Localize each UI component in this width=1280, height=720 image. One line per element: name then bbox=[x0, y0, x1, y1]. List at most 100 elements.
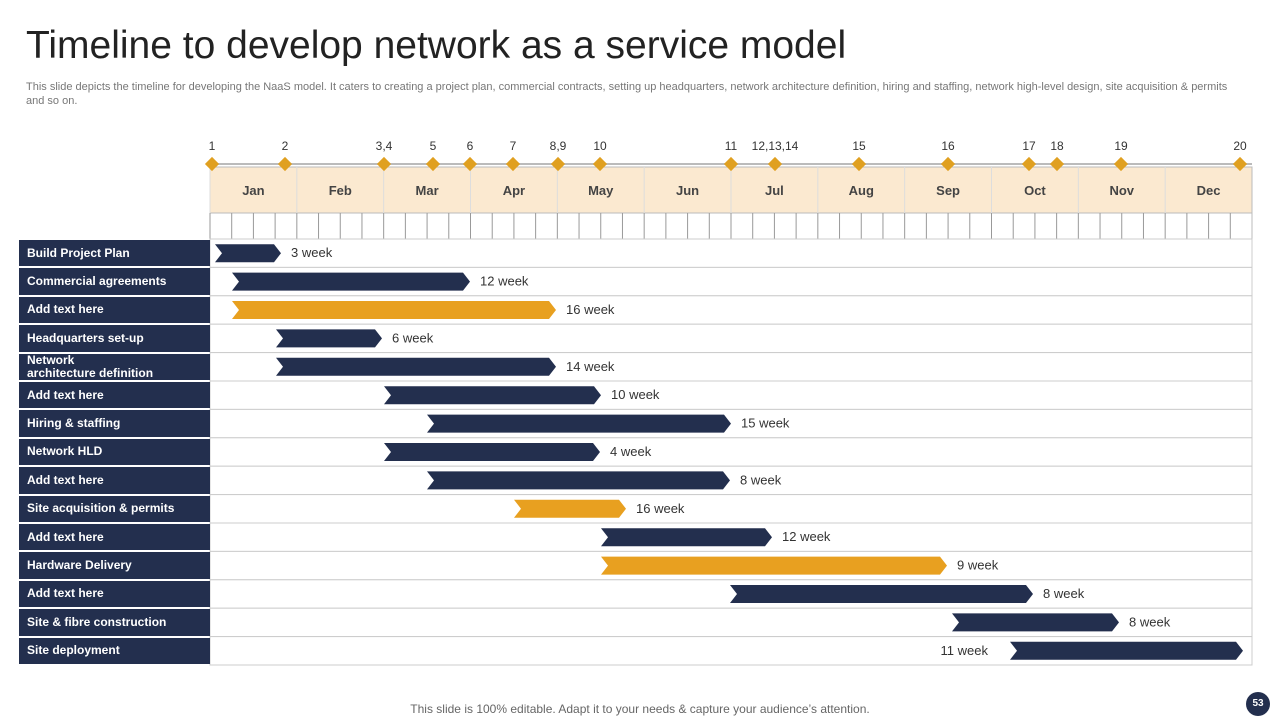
task-bar bbox=[276, 329, 382, 348]
milestone-label: 19 bbox=[1114, 139, 1128, 153]
milestone-label: 3,4 bbox=[376, 139, 393, 153]
duration-label: 8 week bbox=[1129, 614, 1171, 629]
task-bar bbox=[1010, 641, 1243, 660]
duration-label: 12 week bbox=[782, 529, 831, 544]
month-label: Jul bbox=[765, 183, 784, 198]
milestone-diamond bbox=[376, 156, 392, 172]
task-label: Add text here bbox=[19, 467, 210, 494]
month-label: Aug bbox=[849, 183, 874, 198]
milestone-label: 1 bbox=[209, 139, 216, 153]
task-label: Add text here bbox=[19, 382, 210, 409]
milestone-label: 5 bbox=[430, 139, 437, 153]
milestone-diamond bbox=[767, 156, 783, 172]
task-label: Build Project Plan bbox=[19, 240, 210, 267]
footer-note: This slide is 100% editable. Adapt it to… bbox=[410, 702, 870, 716]
task-bar bbox=[232, 301, 556, 319]
task-label: Add text here bbox=[19, 296, 210, 324]
duration-label: 3 week bbox=[291, 245, 333, 260]
milestone-label: 18 bbox=[1050, 139, 1064, 153]
milestone-label: 20 bbox=[1233, 139, 1247, 153]
milestone-label: 12,13,14 bbox=[752, 139, 799, 153]
milestone-label: 10 bbox=[593, 139, 607, 153]
milestone-label: 2 bbox=[282, 139, 289, 153]
milestone-diamond bbox=[204, 156, 220, 172]
milestone-label: 16 bbox=[941, 139, 955, 153]
milestone-diamond bbox=[277, 156, 293, 172]
title: Timeline to develop network as a service… bbox=[26, 24, 847, 67]
milestone-diamond bbox=[940, 156, 956, 172]
duration-label: 8 week bbox=[740, 472, 782, 487]
milestone-diamond bbox=[1049, 156, 1065, 172]
task-bar bbox=[232, 272, 470, 291]
duration-label: 10 week bbox=[611, 387, 660, 402]
duration-label: 14 week bbox=[566, 359, 615, 374]
milestone-label: 17 bbox=[1022, 139, 1036, 153]
milestone-label: 8,9 bbox=[550, 139, 567, 153]
task-label: Hardware Delivery bbox=[19, 552, 210, 579]
duration-label: 11 week bbox=[941, 643, 989, 658]
milestone-diamond bbox=[462, 156, 478, 172]
task-label: Commercial agreements bbox=[19, 268, 210, 295]
task-label: Add text here bbox=[19, 524, 210, 551]
duration-label: 16 week bbox=[636, 501, 685, 516]
task-row bbox=[209, 579, 1253, 609]
month-label: Jun bbox=[676, 183, 699, 198]
task-row bbox=[209, 494, 1253, 524]
task-row bbox=[209, 380, 1253, 410]
duration-label: 16 week bbox=[566, 302, 615, 317]
task-bar bbox=[427, 471, 730, 490]
task-label: Hiring & staffing bbox=[19, 410, 210, 437]
milestone-diamond bbox=[1232, 156, 1248, 172]
task-row bbox=[209, 238, 1253, 268]
milestone-diamond bbox=[723, 156, 739, 172]
task-bar bbox=[730, 585, 1033, 603]
task-bar bbox=[276, 357, 556, 376]
task-label: Site & fibre construction bbox=[19, 609, 210, 636]
duration-label: 9 week bbox=[957, 558, 999, 573]
milestone-label: 6 bbox=[467, 139, 474, 153]
milestone-label: 11 bbox=[725, 139, 738, 153]
task-bar bbox=[601, 528, 772, 547]
task-bar bbox=[215, 244, 281, 263]
task-label: Site acquisition & permits bbox=[19, 495, 210, 522]
task-row bbox=[209, 437, 1253, 467]
task-row bbox=[209, 636, 1253, 666]
milestone-diamond bbox=[851, 156, 867, 172]
duration-label: 6 week bbox=[392, 330, 434, 345]
task-bar bbox=[384, 386, 601, 405]
milestone-label: 7 bbox=[510, 139, 517, 153]
month-label: Dec bbox=[1197, 183, 1221, 198]
month-label: Sep bbox=[936, 183, 960, 198]
task-label: Site deployment bbox=[19, 637, 210, 664]
task-bar bbox=[952, 613, 1119, 632]
milestone-diamond bbox=[550, 156, 566, 172]
milestone-diamond bbox=[1021, 156, 1037, 172]
month-label: Mar bbox=[416, 183, 439, 198]
task-row bbox=[209, 465, 1253, 496]
task-label: Add text here bbox=[19, 580, 210, 608]
milestone-diamond bbox=[425, 156, 441, 172]
duration-label: 8 week bbox=[1043, 586, 1085, 601]
task-label: Network architecture definition bbox=[19, 353, 210, 380]
task-row bbox=[209, 408, 1253, 439]
milestone-diamond bbox=[505, 156, 521, 172]
task-row bbox=[209, 323, 1253, 354]
month-label: Apr bbox=[503, 183, 525, 198]
milestone-diamond bbox=[1113, 156, 1129, 172]
task-label: Headquarters set-up bbox=[19, 325, 210, 352]
month-label: Nov bbox=[1109, 183, 1134, 198]
task-bar bbox=[514, 499, 626, 518]
milestone-diamond bbox=[592, 156, 608, 172]
milestone-label: 15 bbox=[852, 139, 866, 153]
task-bar bbox=[427, 414, 731, 433]
month-label: Jan bbox=[242, 183, 264, 198]
month-label: Feb bbox=[329, 183, 352, 198]
task-label: Network HLD bbox=[19, 438, 210, 466]
duration-label: 4 week bbox=[610, 444, 652, 459]
month-label: May bbox=[588, 183, 614, 198]
month-label: Oct bbox=[1024, 183, 1046, 198]
task-bar bbox=[384, 443, 600, 461]
duration-label: 15 week bbox=[741, 416, 790, 431]
